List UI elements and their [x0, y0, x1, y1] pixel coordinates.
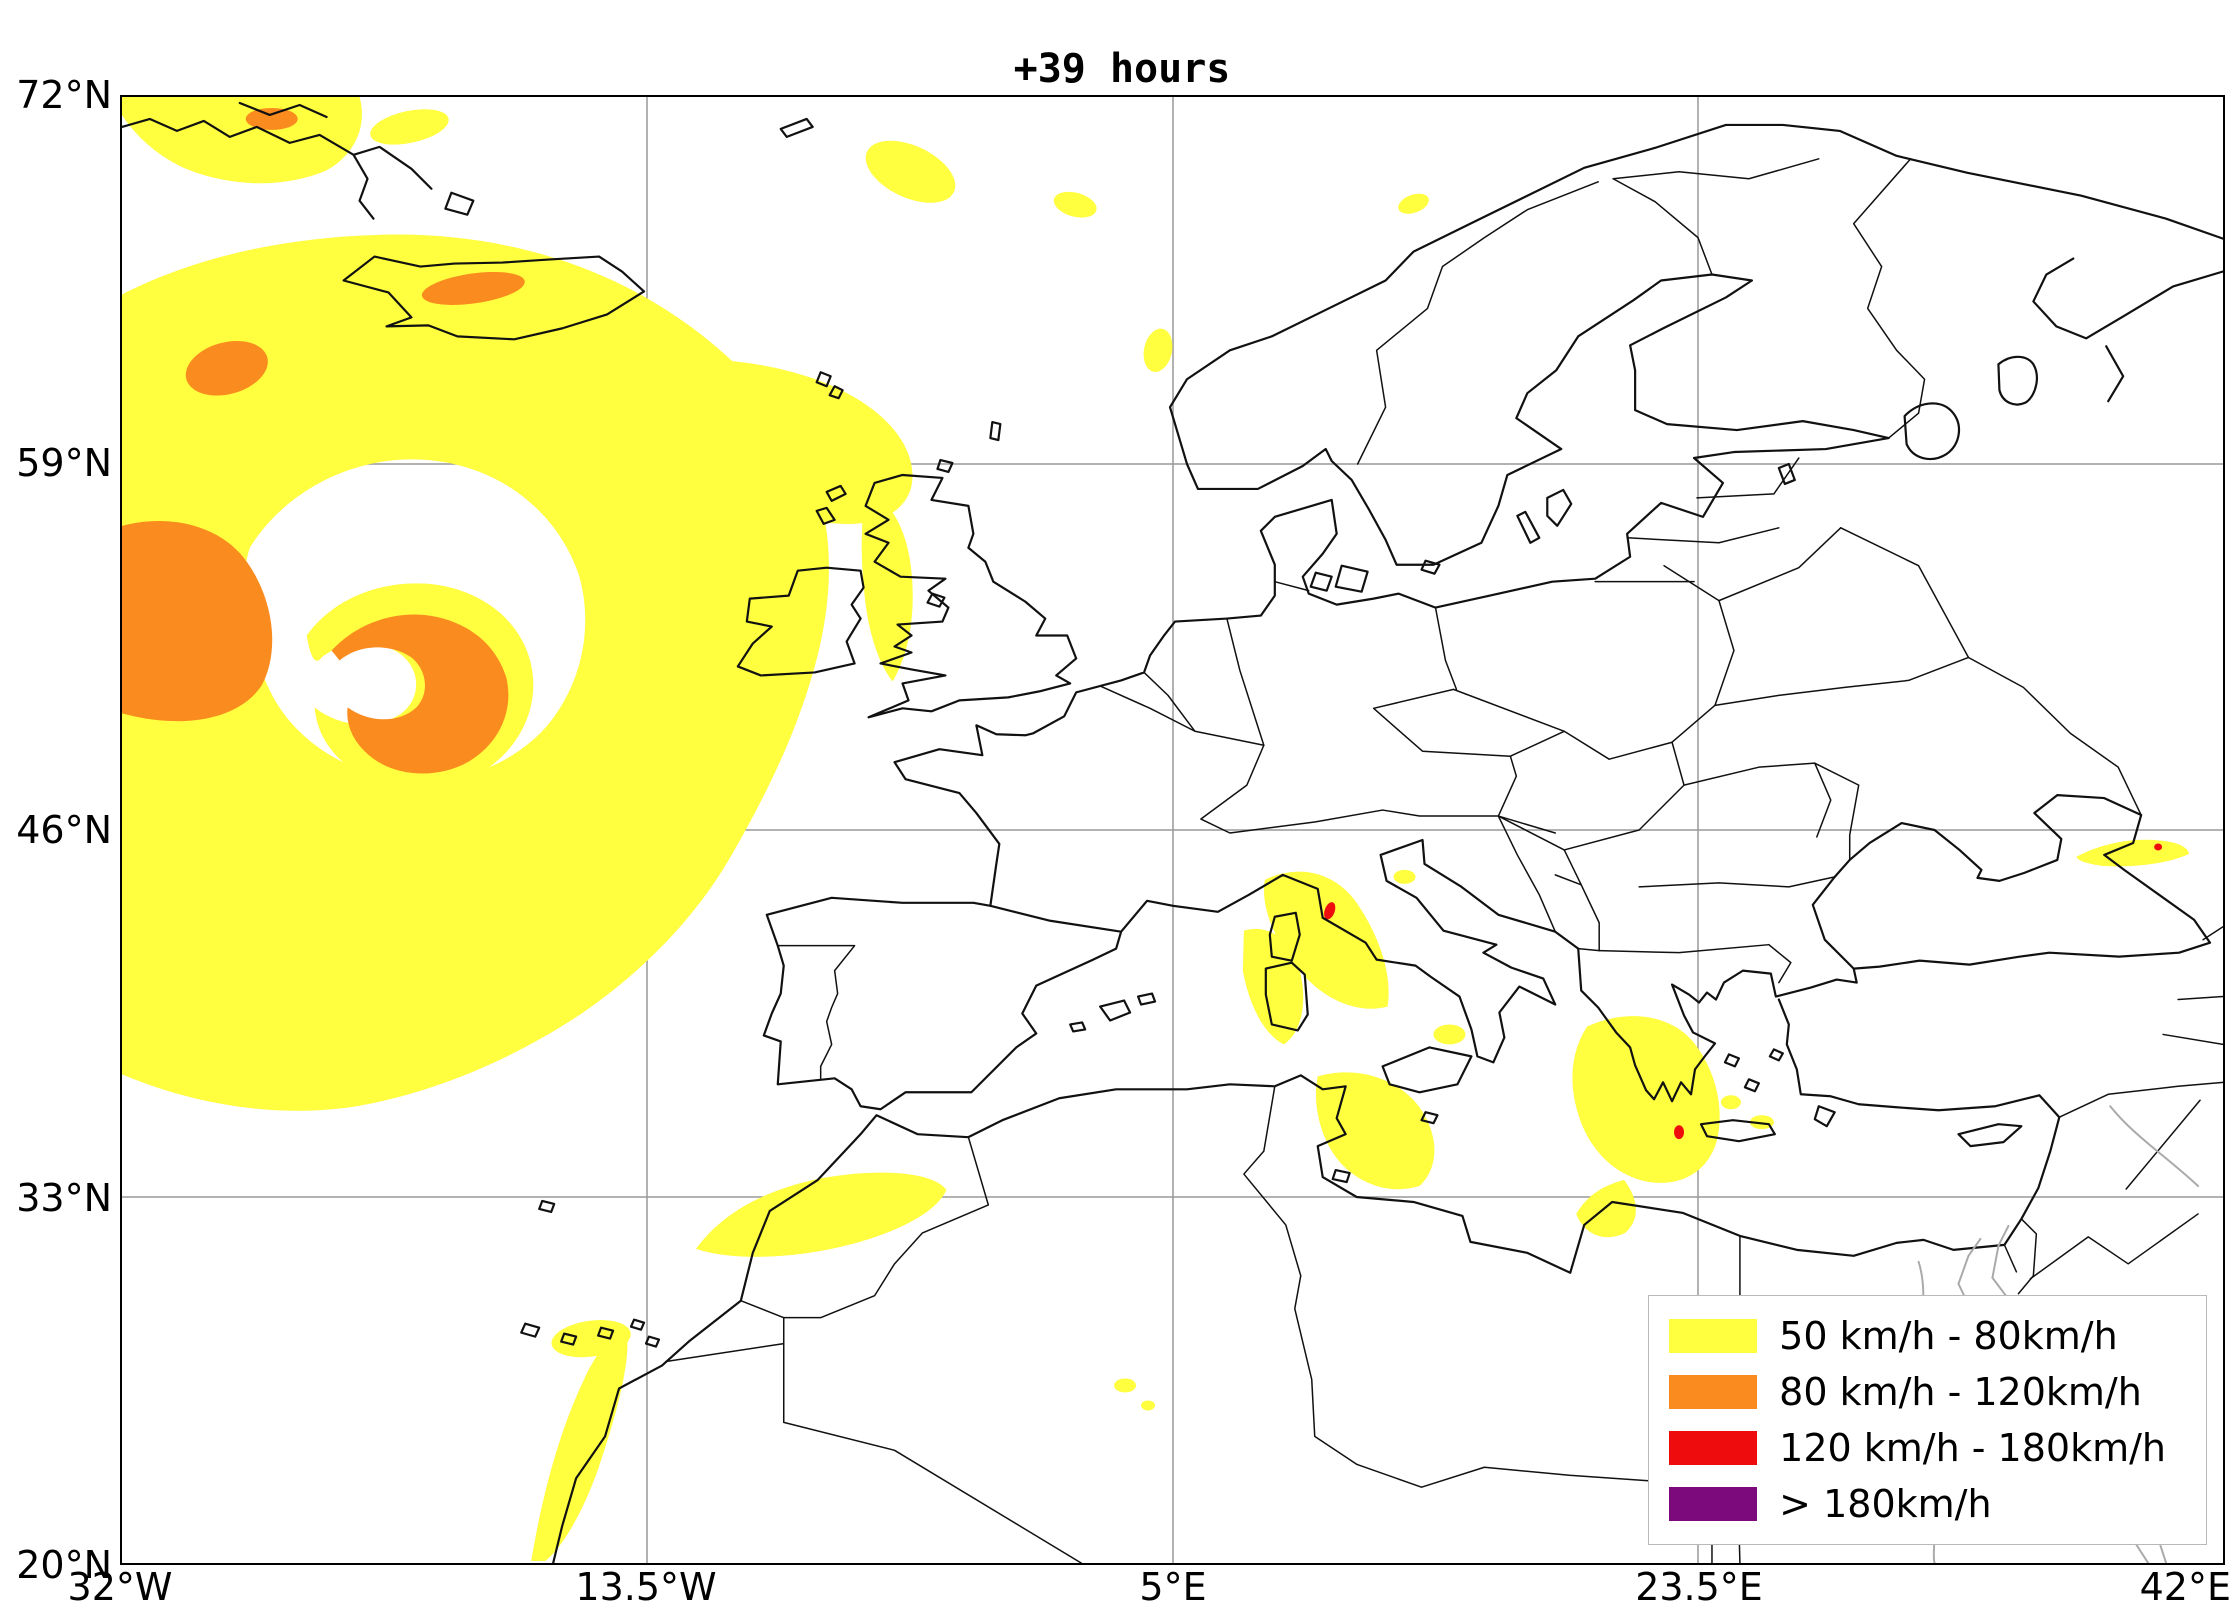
- mediterranean-north-coast: [1119, 838, 1858, 1103]
- continental-atlantic-baltic-coast: [893, 123, 2223, 907]
- anatolia-levant-africa-coast: [552, 998, 2061, 1563]
- forecast-map: [122, 97, 2223, 1563]
- iceland-coast: [342, 255, 646, 341]
- lon-label-235e: 23.5°E: [1635, 1565, 1763, 1604]
- legend-label-gt-180: > 180km/h: [1779, 1482, 1992, 1526]
- legend-item-80-120: 80 km/h - 120km/h: [1669, 1368, 2166, 1416]
- gust-area-120-180: [1324, 843, 2163, 1140]
- legend-item-120-180: 120 km/h - 180km/h: [1669, 1424, 2166, 1472]
- storm-core-orange-hook: [331, 614, 509, 774]
- legend-item-gt-180: > 180km/h: [1669, 1480, 2166, 1528]
- britain-coast: [864, 473, 1078, 719]
- lat-label-20n: 20°N: [16, 1543, 112, 1587]
- legend-item-50-80: 50 km/h - 80km/h: [1669, 1312, 2166, 1360]
- lead-time: +39 hours: [1013, 46, 1231, 92]
- map-canvas: 50 km/h - 80km/h 80 km/h - 120km/h 120 k…: [120, 95, 2225, 1565]
- legend-label-120-180: 120 km/h - 180km/h: [1779, 1426, 2166, 1470]
- lat-label-46n: 46°N: [16, 808, 112, 852]
- legend-swatch-50-80: [1669, 1319, 1758, 1353]
- iberia-coast: [762, 896, 1123, 1111]
- gust-area-80-120: [122, 107, 525, 774]
- black-sea-coast: [1811, 793, 2212, 970]
- legend-swatch-120-180: [1669, 1431, 1758, 1465]
- legend-label-50-80: 50 km/h - 80km/h: [1779, 1314, 2118, 1358]
- legend-label-80-120: 80 km/h - 120km/h: [1779, 1370, 2142, 1414]
- lon-label-32w: 32°W: [67, 1565, 173, 1604]
- lat-label-72n: 72°N: [16, 73, 112, 117]
- lon-label-5e: 5°E: [1139, 1565, 1207, 1604]
- coastlines: [122, 101, 2223, 1563]
- ireland-coast: [736, 566, 865, 677]
- lat-label-33n: 33°N: [16, 1176, 112, 1220]
- legend-swatch-gt-180: [1669, 1487, 1758, 1521]
- legend-swatch-80-120: [1669, 1375, 1758, 1409]
- lon-label-42e: 42°E: [2139, 1565, 2231, 1604]
- legend: 50 km/h - 80km/h 80 km/h - 120km/h 120 k…: [1648, 1295, 2207, 1545]
- storm-core-orange-west: [122, 520, 273, 722]
- lat-label-59n: 59°N: [16, 441, 112, 485]
- lon-label-135w: 13.5°W: [575, 1565, 717, 1604]
